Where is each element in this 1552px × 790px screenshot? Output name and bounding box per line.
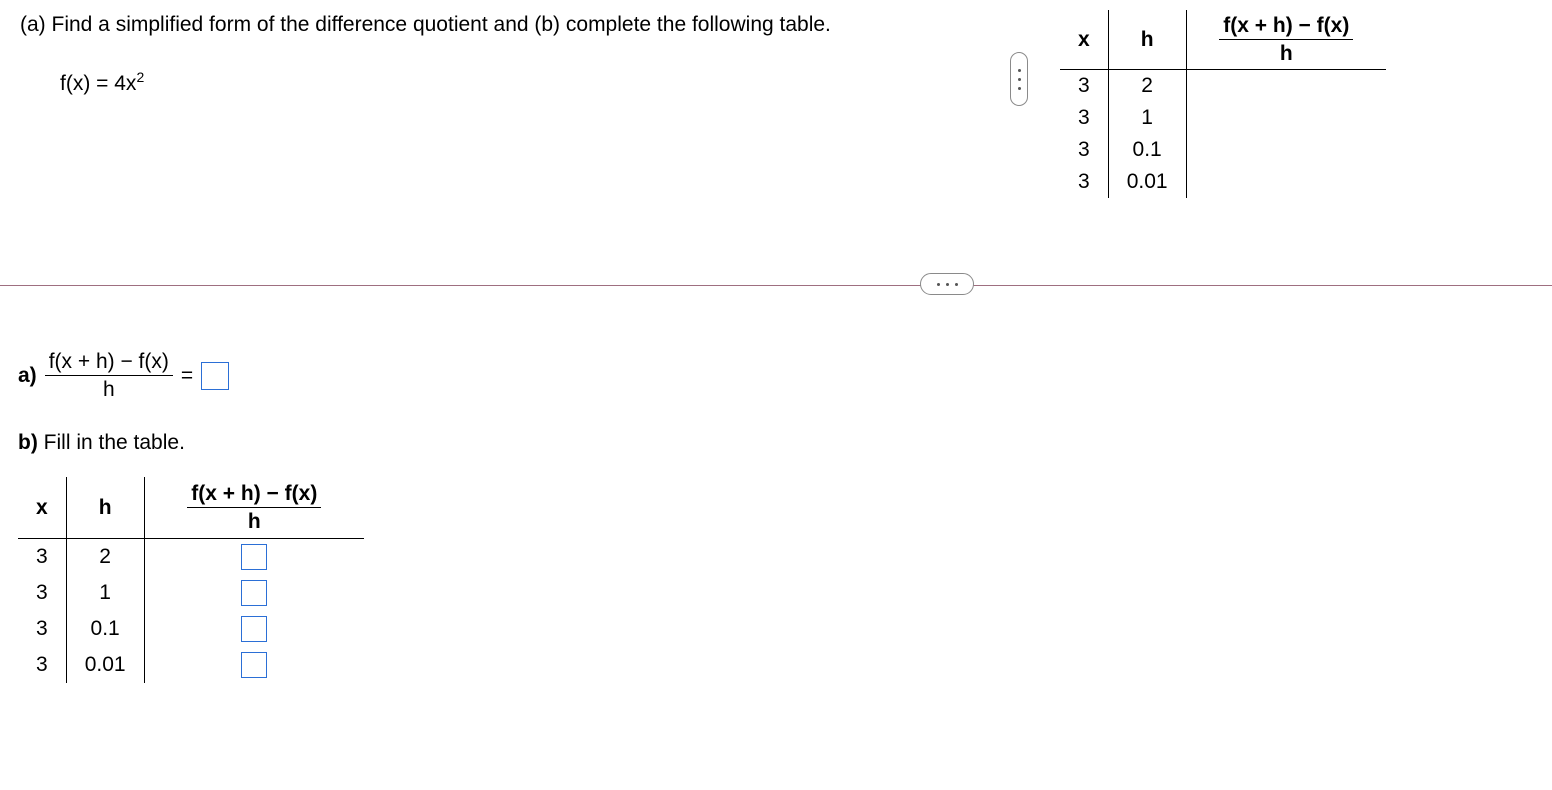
- cell-h: 1: [66, 575, 144, 611]
- cell-h: 2: [1108, 70, 1186, 103]
- answer-region: a) f(x + h) − f(x) h = b) Fill in the ta…: [18, 350, 364, 683]
- fraction-denominator: h: [45, 376, 173, 401]
- ans-header-diffquotient: f(x + h) − f(x) h: [144, 477, 364, 539]
- cell-x: 3: [1060, 102, 1108, 134]
- function-exponent: 2: [136, 69, 144, 85]
- reference-table: x h f(x + h) − f(x) h 3 2 3 1: [1060, 10, 1500, 198]
- answer-input-b3[interactable]: [241, 616, 267, 642]
- cell-x: 3: [1060, 166, 1108, 198]
- answer-input-b1[interactable]: [241, 544, 267, 570]
- function-label: f(x) = 4x: [60, 72, 136, 95]
- part-b-label-text: Fill in the table.: [38, 431, 185, 454]
- table-row: 3 1: [18, 575, 364, 611]
- table-row: 3 2: [1060, 70, 1386, 103]
- part-a-label: a): [18, 364, 37, 388]
- fraction: f(x + h) − f(x) h: [45, 350, 173, 401]
- cell-h: 0.01: [1108, 166, 1186, 198]
- fraction-numerator: f(x + h) − f(x): [1219, 14, 1353, 40]
- cell-x: 3: [1060, 70, 1108, 103]
- fraction-numerator: f(x + h) − f(x): [187, 482, 321, 508]
- answer-table: x h f(x + h) − f(x) h 3 2: [18, 477, 364, 683]
- fraction-numerator: f(x + h) − f(x): [45, 350, 173, 376]
- cell-x: 3: [18, 611, 66, 647]
- cell-dq: [144, 611, 364, 647]
- section-divider: [0, 285, 1552, 286]
- answer-input-b4[interactable]: [241, 652, 267, 678]
- ref-header-x: x: [1060, 10, 1108, 70]
- divider-line: [0, 285, 1552, 286]
- cell-x: 3: [18, 575, 66, 611]
- cell-dq: [1186, 70, 1386, 103]
- cell-x: 3: [18, 647, 66, 683]
- dot-icon: [955, 283, 958, 286]
- cell-dq: [144, 575, 364, 611]
- instruction-text: (a) Find a simplified form of the differ…: [20, 10, 940, 39]
- table-row: 3 0.1: [1060, 134, 1386, 166]
- cell-h: 2: [66, 539, 144, 576]
- cell-dq: [144, 539, 364, 576]
- cell-h: 0.1: [66, 611, 144, 647]
- dot-icon: [1018, 78, 1021, 81]
- fraction: f(x + h) − f(x) h: [187, 482, 321, 533]
- ref-header-diffquotient: f(x + h) − f(x) h: [1186, 10, 1386, 70]
- part-b-label: b) Fill in the table.: [18, 431, 364, 455]
- ref-header-h: h: [1108, 10, 1186, 70]
- collapse-vertical-toggle[interactable]: [1010, 52, 1028, 106]
- part-a: a) f(x + h) − f(x) h =: [18, 350, 364, 401]
- table-row: 3 2: [18, 539, 364, 576]
- cell-dq: [1186, 102, 1386, 134]
- fraction-denominator: h: [187, 508, 321, 533]
- cell-dq: [1186, 166, 1386, 198]
- table-row: 3 0.01: [18, 647, 364, 683]
- ans-header-h: h: [66, 477, 144, 539]
- equals-sign: =: [181, 364, 193, 388]
- cell-h: 0.01: [66, 647, 144, 683]
- table-row: 3 0.01: [1060, 166, 1386, 198]
- table-row: 3 1: [1060, 102, 1386, 134]
- cell-dq: [1186, 134, 1386, 166]
- cell-dq: [144, 647, 364, 683]
- cell-x: 3: [1060, 134, 1108, 166]
- cell-h: 1: [1108, 102, 1186, 134]
- fraction-denominator: h: [1219, 40, 1353, 65]
- cell-h: 0.1: [1108, 134, 1186, 166]
- answer-input-b2[interactable]: [241, 580, 267, 606]
- dot-icon: [946, 283, 949, 286]
- dot-icon: [1018, 87, 1021, 90]
- table-row: 3 0.1: [18, 611, 364, 647]
- part-b-label-bold: b): [18, 431, 38, 454]
- dot-icon: [1018, 69, 1021, 72]
- answer-input-a[interactable]: [201, 362, 229, 390]
- fraction: f(x + h) − f(x) h: [1219, 14, 1353, 65]
- collapse-horizontal-toggle[interactable]: [920, 273, 974, 295]
- ans-header-x: x: [18, 477, 66, 539]
- cell-x: 3: [18, 539, 66, 576]
- dot-icon: [937, 283, 940, 286]
